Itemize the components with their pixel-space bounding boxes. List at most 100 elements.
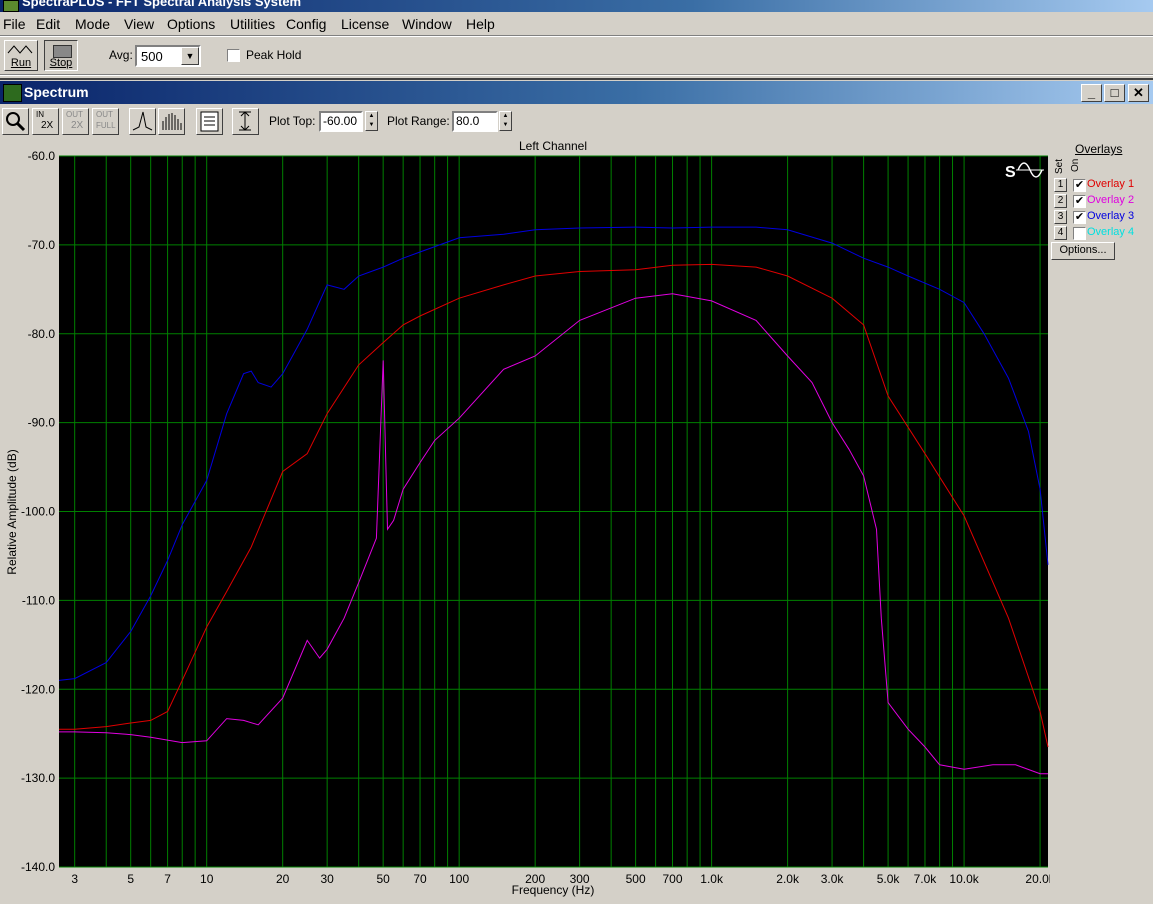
x-tick-label: 20 (276, 872, 290, 886)
x-axis-ticks: 3 5 7 10 20 30 50 70 100 200 300 500 700 1.0k 2.0k 3.0k… (71, 872, 1055, 886)
menu-help[interactable]: Help (466, 16, 495, 32)
app-icon (3, 0, 19, 12)
spectrum-plot-panel: Left Channel -60.0 -70.0 -80.0 -90.0 -100.0-… (0, 138, 1056, 901)
stop-label: Stop (49, 57, 73, 69)
overlay-on-checkbox[interactable]: ✔ (1073, 195, 1086, 208)
plot-top-input[interactable]: -60.00 (319, 111, 363, 132)
x-tick-label: 7.0k (914, 872, 938, 886)
stop-icon (53, 45, 72, 58)
x-tick-label: 30 (320, 872, 334, 886)
x-tick-label: 3 (71, 872, 78, 886)
overlay-name: Overlay 1 (1087, 178, 1135, 190)
avg-label: Avg: (109, 48, 133, 62)
x-tick-label: 200 (525, 872, 545, 886)
magnifier-icon (6, 112, 26, 132)
divider (0, 36, 1153, 37)
zoom-full-icon: OUT (96, 110, 113, 119)
zoom-out-button[interactable]: OUT 2X (62, 108, 89, 135)
overlays-header: Overlays (1075, 142, 1123, 156)
set-column-label: Set (1054, 158, 1065, 174)
line-mode-button[interactable] (129, 108, 156, 135)
spectrum-chart[interactable]: Left Channel -60.0-70.0-80.0-90.0-100.0-… (0, 138, 1056, 901)
settings-button[interactable] (196, 108, 223, 135)
zoom-full-button[interactable]: OUT FULL (92, 108, 119, 135)
menu-edit[interactable]: Edit (36, 16, 61, 32)
zoom-out-label: 2X (71, 120, 84, 131)
overlays-panel: Overlays Set On 1 ✔ Overlay 1 2 ✔ Overla… (1050, 138, 1153, 901)
on-column-label: On (1070, 158, 1081, 172)
divider (0, 74, 1153, 75)
x-tick-label: 10 (200, 872, 214, 886)
overlay-name: Overlay 3 (1087, 210, 1135, 222)
overlay-name: Overlay 4 (1087, 226, 1135, 238)
peak-hold-checkbox[interactable] (227, 49, 240, 62)
overlay-name: Overlay 2 (1087, 194, 1135, 206)
y-tick-label: -140.0 (21, 860, 55, 874)
scale-button[interactable] (232, 108, 259, 135)
divider (0, 78, 1153, 80)
overlay-set-button[interactable]: 1 (1054, 178, 1067, 192)
bar-graph-icon (162, 113, 182, 130)
overlay-set-button[interactable]: 3 (1054, 210, 1067, 224)
maximize-button[interactable]: □ (1104, 84, 1125, 102)
chart-title: Left Channel (519, 139, 587, 153)
menu-utilities[interactable]: Utilities (230, 16, 276, 32)
chevron-down-icon[interactable]: ▼ (181, 47, 199, 65)
menu-options[interactable]: Options (167, 16, 216, 32)
stop-button[interactable]: Stop (44, 40, 78, 71)
x-tick-label: 700 (662, 872, 682, 886)
zoom-full-label: FULL (96, 121, 116, 130)
run-wave-icon (7, 45, 33, 54)
series-line-2 (59, 293, 1048, 775)
line-graph-icon (132, 111, 153, 131)
series-line-1 (59, 263, 1049, 748)
menu-window[interactable]: Window (402, 16, 452, 32)
menu-config[interactable]: Config (286, 16, 327, 32)
y-tick-label: -130.0 (21, 771, 55, 785)
menu-license[interactable]: License (341, 16, 390, 32)
plot-range-spinner[interactable]: ▲ ▼ (499, 111, 512, 131)
overlay-row-3: 3 ✔ Overlay 3 (1054, 210, 1153, 225)
divider (0, 35, 1153, 36)
series-group (58, 226, 1049, 775)
avg-select[interactable]: 500 ▼ (135, 45, 201, 67)
y-tick-label: -120.0 (21, 682, 55, 696)
close-button[interactable]: ✕ (1128, 84, 1149, 102)
plot-range-input[interactable]: 80.0 (452, 111, 498, 132)
overlay-on-checkbox[interactable] (1073, 227, 1086, 240)
spectrum-window-title: Spectrum (24, 84, 89, 100)
x-tick-label: 1.0k (700, 872, 724, 886)
plot-range-label: Plot Range: (387, 114, 450, 128)
overlay-set-button[interactable]: 2 (1054, 194, 1067, 208)
overlay-row-4: 4 Overlay 4 (1054, 226, 1153, 241)
signal-generator-icon[interactable]: S (1005, 162, 1044, 181)
y-tick-label: -110.0 (22, 593, 55, 607)
zoom-magnifier-button[interactable] (2, 108, 29, 135)
signal-s-icon: S (1005, 164, 1016, 181)
overlay-set-button[interactable]: 4 (1054, 226, 1067, 240)
minimize-button[interactable]: _ (1081, 84, 1102, 102)
x-tick-label: 2.0k (776, 872, 800, 886)
x-tick-label: 50 (376, 872, 390, 886)
scale-arrows-icon (239, 111, 251, 131)
overlay-on-checkbox[interactable]: ✔ (1073, 211, 1086, 224)
x-tick-label: 300 (570, 872, 590, 886)
menu-view[interactable]: View (124, 16, 155, 32)
plot-top-value: -60.00 (323, 114, 358, 128)
plot-top-spinner[interactable]: ▲ ▼ (365, 111, 378, 131)
x-tick-label: 7 (164, 872, 171, 886)
menu-mode[interactable]: Mode (75, 16, 111, 32)
y-tick-label: -80.0 (28, 327, 56, 341)
y-axis-ticks: -60.0 -70.0 -80.0 -90.0 -100.0 -110.0 -120.0 -1… (21, 149, 55, 874)
bar-mode-button[interactable] (158, 108, 185, 135)
x-tick-label: 10.0k (949, 872, 979, 886)
overlay-options-button[interactable]: Options... (1051, 242, 1115, 260)
menu-file[interactable]: File (3, 16, 26, 32)
series-line-3 (58, 226, 1049, 681)
zoom-in-button[interactable]: IN 2X (32, 108, 59, 135)
run-button[interactable]: Run (4, 40, 38, 71)
overlay-on-checkbox[interactable]: ✔ (1073, 179, 1086, 192)
spectrum-window-title-bar[interactable]: Spectrum _ □ ✕ (0, 81, 1153, 104)
x-tick-label: 5.0k (877, 872, 901, 886)
avg-value: 500 (141, 49, 163, 64)
